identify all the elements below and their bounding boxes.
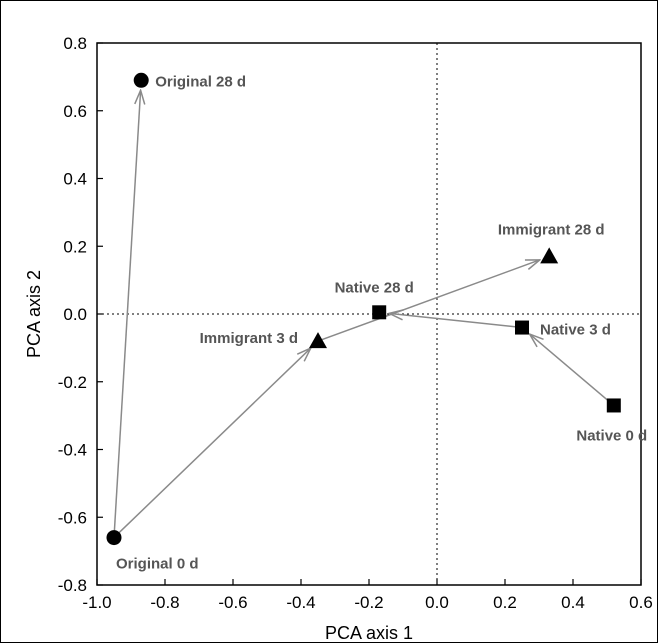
point-label-orig0: Original 0 d [116,556,199,573]
y-tick-label: 0.2 [63,237,87,256]
y-tick-label: -0.2 [58,373,87,392]
x-tick-label: -0.6 [218,593,247,612]
x-tick-label: 0.4 [561,593,585,612]
y-tick-label: -0.6 [58,508,87,527]
y-tick-label: -0.8 [58,576,87,595]
point-orig0-circle [106,530,122,546]
x-tick-label: -0.8 [150,593,179,612]
x-tick-label: 0.6 [629,593,653,612]
x-axis-title: PCA axis 1 [325,623,413,643]
point-imm28-triangle [540,247,559,264]
x-tick-label: -1.0 [82,593,111,612]
point-label-imm28: Immigrant 28 d [498,221,605,238]
y-axis-title: PCA axis 2 [24,270,44,358]
arrow-imm3-to-imm28 [317,260,540,342]
y-tick-label: 0.6 [63,102,87,121]
y-tick-label: 0.0 [63,305,87,324]
arrow-nat3-to-nat28 [389,313,523,329]
x-tick-label: -0.2 [354,593,383,612]
x-tick-label: 0.2 [493,593,517,612]
y-tick-label: -0.4 [58,441,87,460]
point-nat0-square [606,398,621,413]
point-label-nat3: Native 3 d [540,322,611,339]
point-label-nat0: Native 0 d [576,427,647,444]
point-label-nat28: Native 28 d [335,279,414,296]
point-imm3-triangle [309,332,327,349]
arrow-orig0-to-orig28 [113,90,141,538]
point-label-imm3: Immigrant 3 d [200,330,298,347]
y-tick-label: 0.8 [63,34,87,53]
point-orig28-circle [133,72,149,88]
y-tick-label: 0.4 [63,170,87,189]
arrow-nat0-to-nat3 [530,334,615,407]
point-nat28-square [372,305,387,320]
x-tick-label: 0.0 [425,593,449,612]
arrow-orig0-to-imm3 [113,348,311,539]
x-tick-label: -0.4 [286,593,315,612]
point-label-orig28: Original 28 d [155,73,246,90]
point-nat3-square [515,320,529,335]
